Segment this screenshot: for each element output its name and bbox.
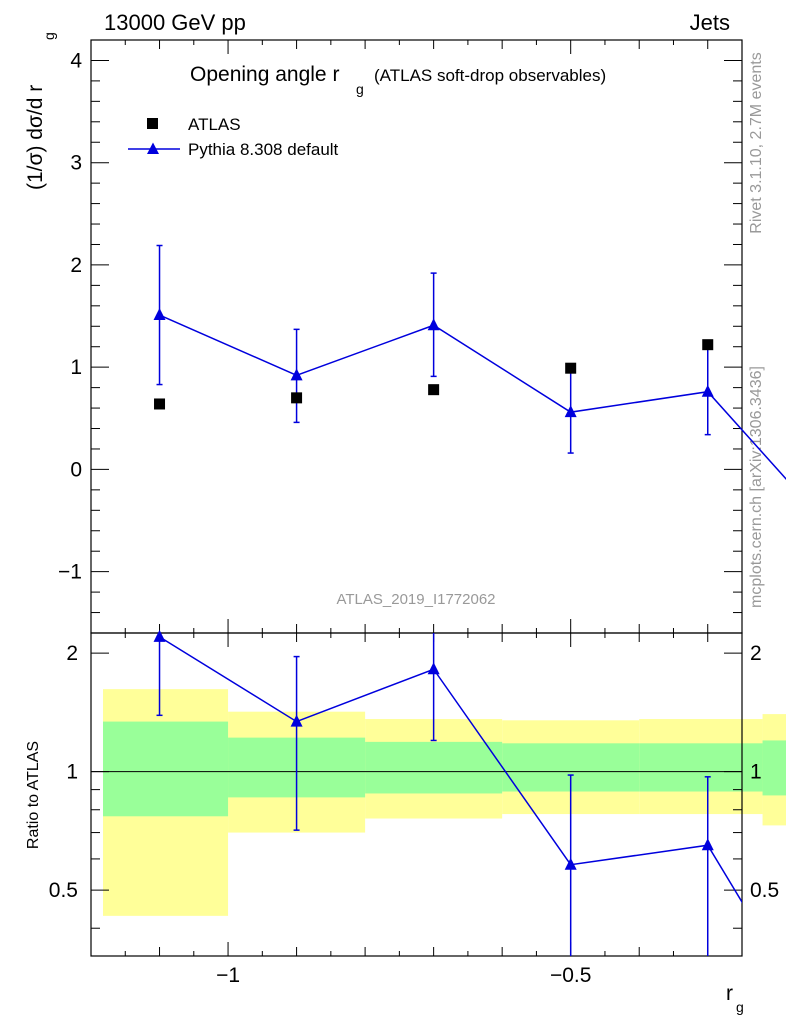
mc-point: [427, 318, 440, 331]
ratio-point: [427, 662, 440, 675]
ratio-y-tick-label-right: 0.5: [750, 879, 779, 902]
analysis-watermark: ATLAS_2019_I1772062: [336, 591, 495, 608]
ratio-y-tick-label-right: 1: [750, 761, 762, 784]
data-point: [702, 339, 714, 351]
ratio-band-inner: [639, 743, 763, 792]
ratio-frame: [90, 632, 743, 957]
main-ylabel-main: (1/σ) dσ/d r: [24, 85, 47, 190]
data-point: [291, 392, 303, 404]
ratio-band-inner: [103, 721, 229, 817]
header-right-label: Jets: [690, 10, 730, 35]
ratio-y-tick-label: 2: [66, 642, 78, 665]
mc-series-line: [159, 314, 786, 481]
main-y-tick-label: 3: [70, 152, 82, 175]
ratio-y-tick-label: 0.5: [49, 879, 78, 902]
ratio-band-inner: [762, 740, 786, 796]
data-point: [565, 362, 577, 374]
ratio-point: [701, 838, 714, 851]
legend-label-pythia: Pythia 8.308 default: [188, 140, 339, 159]
x-tick-label: −0.5: [550, 964, 591, 987]
main-y-tick-label: −1: [58, 561, 82, 584]
side-top-label: Rivet 3.1.10, 2.7M events: [748, 52, 765, 233]
x-tick-label: −1: [216, 964, 240, 987]
ratio-y-tick-label: 1: [66, 761, 78, 784]
header-left-label: 13000 GeV pp: [104, 10, 246, 35]
ratio-y-tick-label-right: 2: [750, 642, 762, 665]
chart-title-main: Opening angle r: [190, 63, 339, 86]
ratio-ylabel: Ratio to ATLAS: [25, 741, 42, 849]
ratio-point: [153, 629, 166, 642]
ratio-panel: −1 −0.5 0.5 0.5 1 1 2 2: [49, 629, 786, 987]
main-y-tick-label: 1: [70, 356, 82, 379]
main-ylabel-sub: g: [41, 32, 57, 40]
chart-title-sub: g: [356, 81, 364, 97]
ratio-series-line: [159, 636, 742, 904]
data-point: [428, 384, 440, 396]
ratio-band-inner: [365, 741, 503, 794]
x-axis-label-main: r: [726, 982, 733, 1005]
mc-point: [701, 384, 714, 397]
legend-marker-pythia: [147, 142, 159, 154]
x-axis-label-sub: g: [736, 999, 744, 1015]
main-y-tick-label: 4: [70, 49, 82, 72]
main-panel: −1 0 1 2 3 4: [58, 39, 786, 634]
chart-title-paren: (ATLAS soft-drop observables): [374, 66, 606, 85]
main-y-tick-label: 2: [70, 254, 82, 277]
x-axis-label: r g: [726, 982, 744, 1015]
ratio-point: [290, 714, 303, 727]
ratio-point: [564, 857, 577, 870]
mc-point: [564, 405, 577, 418]
mc-point: [290, 368, 303, 381]
side-bottom-label: mcplots.cern.ch [arXiv:1306.3436]: [748, 366, 765, 608]
mc-point: [153, 308, 166, 321]
ratio-series-group: [159, 636, 742, 904]
legend: ATLAS Pythia 8.308 default: [128, 115, 339, 159]
data-point: [154, 398, 166, 410]
main-ylabel: (1/σ) dσ/d r g: [24, 32, 57, 190]
main-y-tick-label: 0: [70, 458, 82, 481]
legend-marker-atlas: [147, 118, 158, 129]
chart-title: Opening angle r g (ATLAS soft-drop obser…: [190, 63, 606, 97]
legend-label-atlas: ATLAS: [188, 115, 241, 134]
